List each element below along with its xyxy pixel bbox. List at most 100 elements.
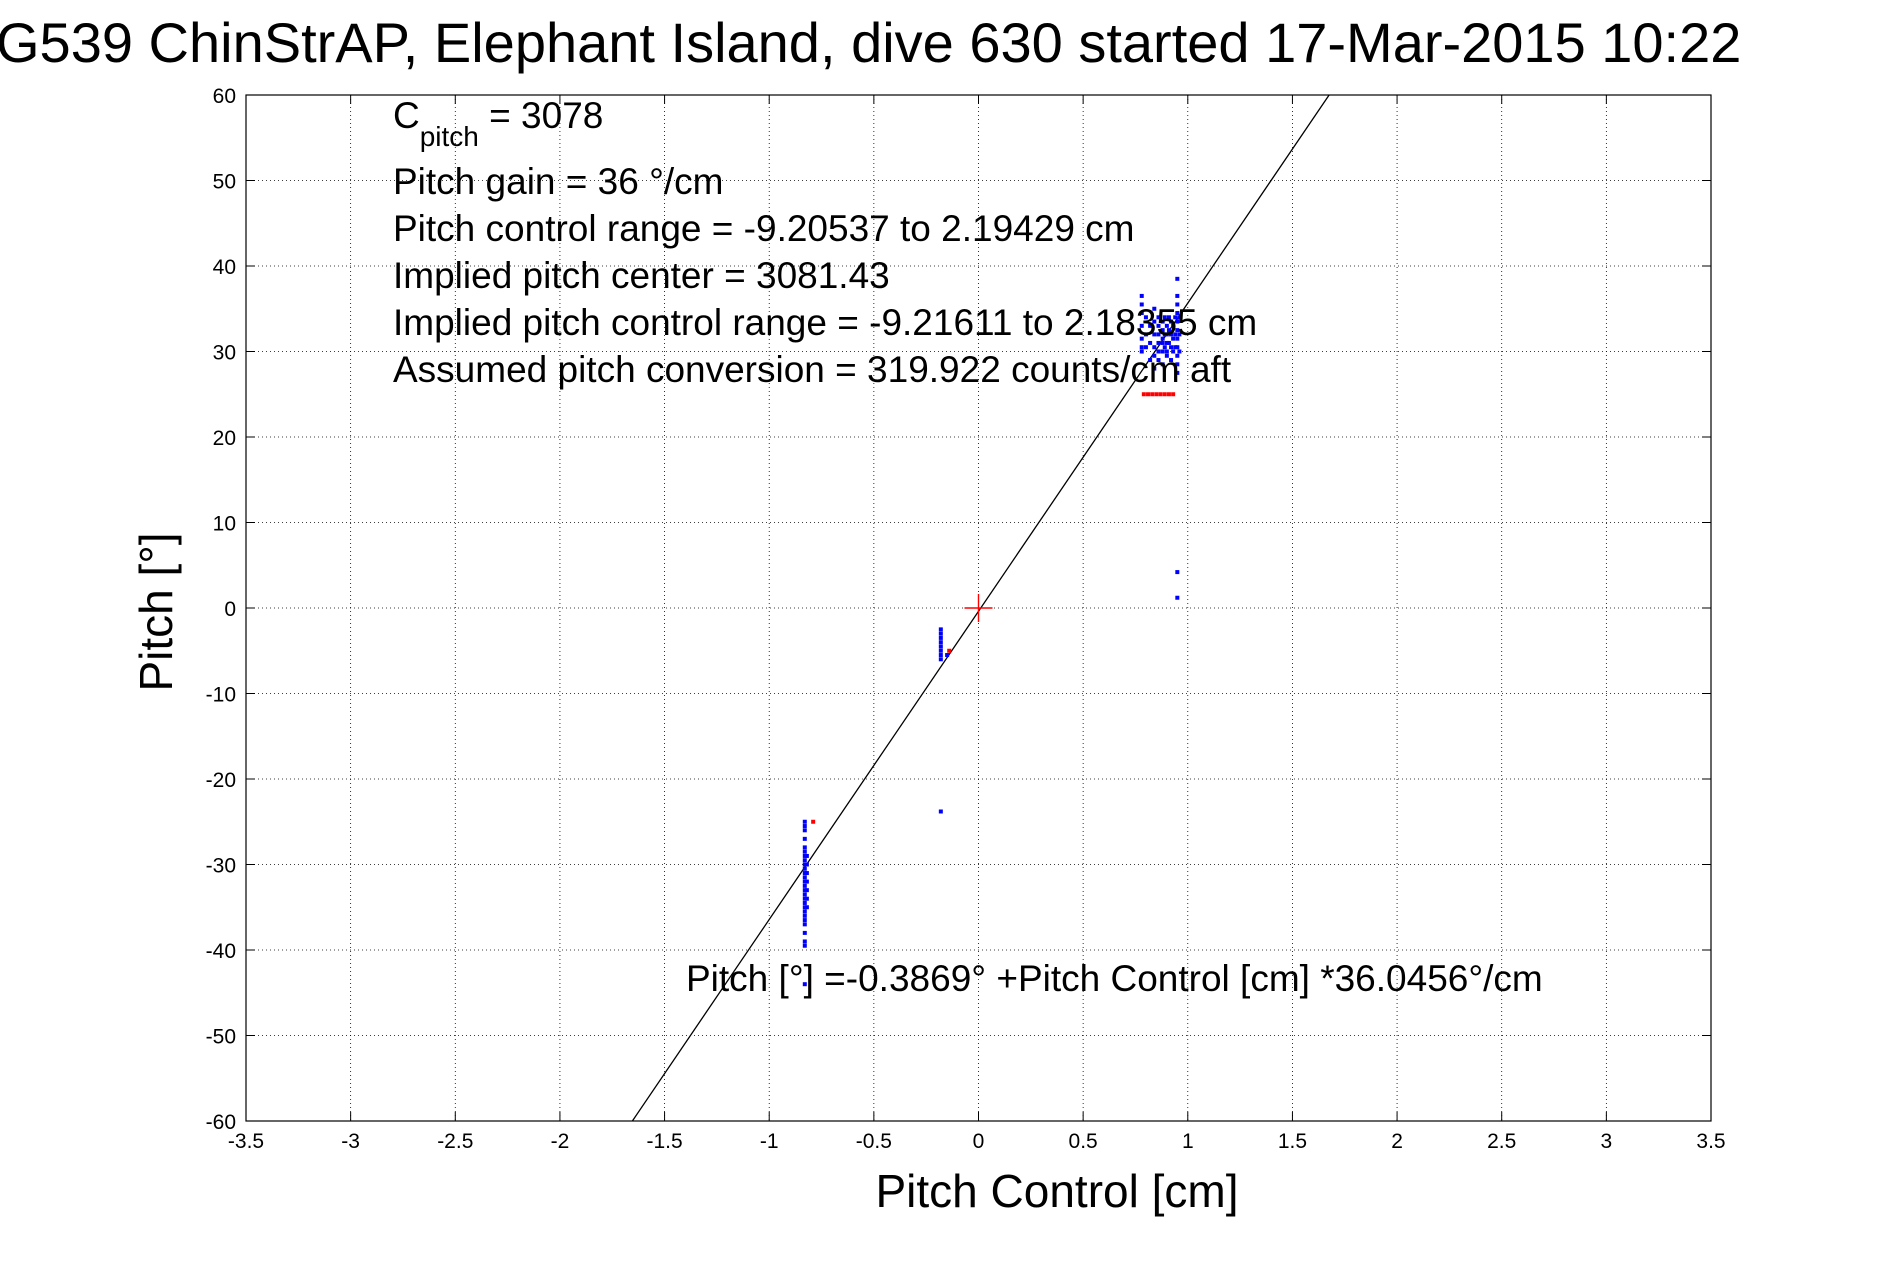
data-point	[1139, 311, 1144, 316]
x-tick-label: 2	[1391, 1130, 1403, 1153]
data-point	[802, 828, 807, 833]
data-point	[802, 892, 807, 897]
y-tick-label: 50	[213, 171, 236, 194]
x-tick-label: -1	[760, 1130, 779, 1153]
x-tick-label: 0	[973, 1130, 985, 1153]
data-point	[1139, 336, 1144, 341]
data-point	[1156, 323, 1161, 328]
data-point	[1175, 319, 1180, 324]
data-point	[802, 849, 807, 854]
data-point	[802, 875, 807, 880]
data-point	[1139, 323, 1144, 328]
data-point	[1154, 392, 1159, 397]
data-point	[802, 888, 807, 893]
annotation-pitch-center: Implied pitch center = 3081.43	[393, 255, 890, 296]
data-point	[1143, 345, 1148, 350]
y-tick-label: -20	[206, 769, 236, 792]
data-point	[1175, 570, 1180, 575]
data-point	[1166, 328, 1171, 333]
data-point	[1148, 340, 1153, 345]
data-point	[1146, 392, 1151, 397]
data-point	[1160, 362, 1165, 367]
data-point	[1164, 353, 1169, 358]
data-point	[938, 627, 943, 632]
data-point	[802, 939, 807, 944]
data-point	[938, 644, 943, 649]
data-point	[1139, 345, 1144, 350]
data-point	[802, 900, 807, 905]
data-point	[802, 918, 807, 923]
data-point	[1171, 323, 1176, 328]
data-point	[1160, 349, 1165, 354]
data-point	[1156, 315, 1161, 320]
data-point	[804, 888, 809, 893]
data-point	[1175, 370, 1180, 375]
data-point	[945, 653, 950, 658]
chart-title: G539 ChinStrAP, Elephant Island, dive 63…	[0, 11, 1741, 74]
data-point	[1177, 315, 1182, 320]
annotation-control-range: Pitch control range = -9.20537 to 2.1942…	[393, 208, 1135, 249]
data-points	[802, 276, 1182, 987]
data-point	[1175, 302, 1180, 307]
data-point	[802, 982, 807, 987]
data-point	[1150, 392, 1155, 397]
data-point	[1173, 345, 1178, 350]
y-axis-label: Pitch [°]	[130, 532, 182, 691]
fit-equation: Pitch [°] =-0.3869° +Pitch Control [cm] …	[686, 958, 1543, 999]
data-point	[802, 866, 807, 871]
x-tick-label: -0.5	[856, 1130, 892, 1153]
data-point	[802, 883, 807, 888]
annotation-c-pitch-sub: pitch	[420, 121, 479, 152]
x-tick-label: -3.5	[228, 1130, 264, 1153]
x-tick-label: 3.5	[1696, 1130, 1725, 1153]
data-point	[1156, 358, 1161, 363]
data-point	[1169, 345, 1174, 350]
annotation-c-pitch-main: C	[393, 95, 420, 136]
data-point	[1152, 345, 1157, 350]
data-point	[811, 819, 816, 824]
data-point	[804, 871, 809, 876]
data-point	[804, 905, 809, 910]
data-point	[802, 930, 807, 935]
annotation-c-pitch: Cpitch = 3078	[393, 95, 603, 152]
data-point	[1148, 358, 1153, 363]
data-point	[1160, 340, 1165, 345]
x-tick-label: -1.5	[646, 1130, 682, 1153]
x-tick-label: 2.5	[1487, 1130, 1516, 1153]
data-point	[947, 648, 952, 653]
data-point	[1148, 323, 1153, 328]
data-point	[938, 635, 943, 640]
data-point	[802, 862, 807, 867]
data-point	[1143, 315, 1148, 320]
data-point	[1143, 332, 1148, 337]
y-tick-label: 10	[213, 513, 236, 536]
data-point	[1158, 392, 1163, 397]
data-point	[938, 631, 943, 636]
data-point	[1141, 392, 1146, 397]
y-tick-label: 30	[213, 342, 236, 365]
data-point	[804, 862, 809, 867]
data-point	[1169, 358, 1174, 363]
data-point	[802, 879, 807, 884]
data-point	[1175, 276, 1180, 281]
y-tick-label: 0	[224, 598, 236, 621]
data-point	[1139, 293, 1144, 298]
data-point	[802, 909, 807, 914]
data-point	[1171, 336, 1176, 341]
x-tick-label: -3	[341, 1130, 360, 1153]
data-point	[802, 858, 807, 863]
data-point	[1166, 315, 1171, 320]
data-point	[1139, 349, 1144, 354]
data-point	[1177, 349, 1182, 354]
y-tick-label: -60	[206, 1111, 236, 1134]
data-point	[1156, 340, 1161, 345]
data-point	[1152, 353, 1157, 358]
data-point	[802, 922, 807, 927]
y-tick-label: -50	[206, 1026, 236, 1049]
x-axis-ticks: -3.5 -3 -2.5 -2 -1.5 -1 -0.5 0 0.5 1 1.5 2 2.5 3 3.5	[228, 95, 1726, 1153]
x-axis-label: Pitch Control [cm]	[876, 1165, 1239, 1217]
data-point	[1166, 340, 1171, 345]
data-point	[1160, 336, 1165, 341]
y-tick-label: 40	[213, 256, 236, 279]
